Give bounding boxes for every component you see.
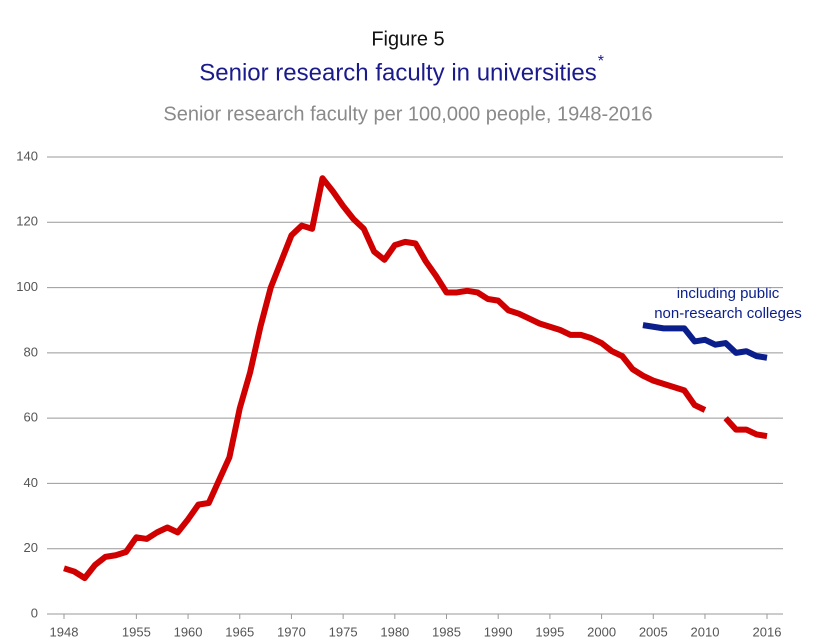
y-tick-label: 40 bbox=[24, 475, 38, 490]
x-tick-label: 1980 bbox=[380, 624, 409, 639]
y-tick-label: 120 bbox=[16, 214, 38, 229]
x-tick-label: 1995 bbox=[535, 624, 564, 639]
y-tick-label: 80 bbox=[24, 344, 38, 359]
x-tick-label: 1960 bbox=[174, 624, 203, 639]
x-tick-label: 2016 bbox=[753, 624, 782, 639]
x-tick-label: 1975 bbox=[329, 624, 358, 639]
title-mark: * bbox=[598, 53, 604, 70]
annotation: including public bbox=[677, 285, 780, 302]
y-tick-label: 100 bbox=[16, 279, 38, 294]
chart-subtitle: Senior research faculty per 100,000 peop… bbox=[163, 103, 652, 125]
y-tick-label: 0 bbox=[31, 605, 38, 620]
x-tick-label: 1955 bbox=[122, 624, 151, 639]
series-line bbox=[63, 175, 768, 582]
figure-label: Figure 5 bbox=[371, 28, 444, 50]
x-tick-label: 1985 bbox=[432, 624, 461, 639]
x-tick-label: 2005 bbox=[639, 624, 668, 639]
x-tick-label: 1948 bbox=[50, 624, 79, 639]
x-tick-label: 1970 bbox=[277, 624, 306, 639]
annotation: non-research colleges bbox=[654, 305, 802, 322]
x-tick-label: 1990 bbox=[484, 624, 513, 639]
x-tick-label: 2000 bbox=[587, 624, 616, 639]
series-line bbox=[642, 322, 768, 361]
chart-title: Senior research faculty in universities bbox=[199, 59, 597, 86]
y-tick-label: 140 bbox=[16, 148, 38, 163]
y-tick-label: 60 bbox=[24, 410, 38, 425]
x-tick-label: 1965 bbox=[225, 624, 254, 639]
x-tick-label: 2010 bbox=[691, 624, 720, 639]
y-tick-label: 20 bbox=[24, 540, 38, 555]
